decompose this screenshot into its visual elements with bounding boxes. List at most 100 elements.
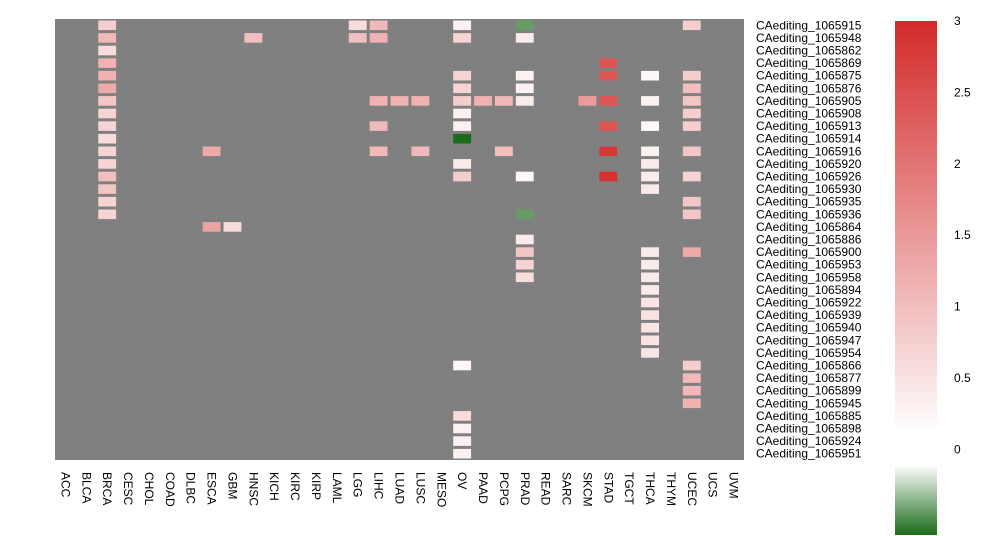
heatmap-cell-empty [327, 133, 346, 144]
heatmap-cell-empty [682, 259, 701, 270]
heatmap-cell-empty [599, 133, 618, 144]
heatmap-cell-empty [536, 423, 555, 434]
heatmap-cell-empty [77, 411, 96, 421]
heatmap-cell-empty [244, 322, 263, 333]
heatmap-cell-empty [703, 285, 722, 295]
heatmap-cell-empty [244, 411, 263, 421]
heatmap-cell-empty [557, 322, 576, 333]
column-label: READ [539, 472, 553, 506]
column-label: GBM [225, 472, 239, 499]
heatmap-cell-empty [557, 96, 576, 106]
legend-tick-label: 2 [954, 157, 961, 171]
heatmap-cell-empty [453, 285, 472, 295]
heatmap-cell-empty [620, 83, 639, 94]
heatmap-cell-empty [265, 448, 284, 459]
heatmap-cell-empty [119, 272, 138, 283]
heatmap-cell-empty [307, 360, 325, 371]
heatmap-cell-empty [578, 285, 597, 295]
heatmap-cell-empty [578, 20, 597, 31]
heatmap-cell-empty [265, 373, 284, 383]
heatmap-cell-empty [641, 209, 659, 220]
heatmap-cell-empty [536, 297, 555, 308]
heatmap-cell-stad-caediting_1065869 [599, 58, 618, 68]
heatmap-cell-empty [56, 285, 75, 295]
heatmap-cell-empty [474, 373, 492, 383]
heatmap-cell-empty [474, 285, 492, 295]
heatmap-cell-empty [390, 423, 409, 434]
heatmap-cell-empty [474, 411, 492, 421]
heatmap-cell-empty [661, 448, 680, 459]
heatmap-cell-empty [327, 20, 346, 31]
heatmap-cell-lihc-caediting_1065915 [369, 20, 388, 31]
heatmap-cell-empty [536, 171, 555, 182]
heatmap-cell-empty [140, 83, 158, 94]
heatmap-cell-empty [244, 96, 263, 106]
heatmap-cell-empty [202, 184, 221, 194]
heatmap-cell-empty [119, 209, 138, 220]
heatmap-cell-empty [286, 171, 305, 182]
heatmap-cell-empty [348, 96, 367, 106]
heatmap-cell-empty [724, 297, 743, 308]
heatmap-cell-empty [557, 360, 576, 371]
heatmap-cell-empty [244, 222, 263, 232]
heatmap-cell-empty [599, 234, 618, 245]
heatmap-cell-empty [223, 83, 242, 94]
heatmap-cell-empty [119, 159, 138, 169]
heatmap-cell-empty [265, 196, 284, 207]
heatmap-cell-empty [536, 348, 555, 358]
heatmap-cell-empty [369, 222, 388, 232]
heatmap-cell-empty [140, 146, 158, 157]
heatmap-cell-empty [682, 423, 701, 434]
heatmap-cell-empty [56, 259, 75, 270]
heatmap-cell-empty [119, 70, 138, 81]
heatmap-cell-empty [557, 159, 576, 169]
heatmap-cell-empty [223, 146, 242, 157]
heatmap-cell-empty [494, 209, 513, 220]
heatmap-cell-empty [265, 247, 284, 257]
heatmap-cell-empty [494, 348, 513, 358]
heatmap-cell-empty [474, 398, 492, 409]
heatmap-cell-empty [140, 58, 158, 68]
heatmap-cell-empty [160, 335, 179, 346]
heatmap-cell-empty [286, 259, 305, 270]
heatmap-cell-empty [369, 348, 388, 358]
heatmap-cell-empty [265, 108, 284, 119]
heatmap-cell-empty [56, 272, 75, 283]
heatmap-cell-empty [98, 411, 117, 421]
heatmap-cell-empty [641, 33, 659, 43]
heatmap-cell-empty [390, 322, 409, 333]
heatmap-cell-empty [536, 335, 555, 346]
heatmap-cell-empty [661, 96, 680, 106]
heatmap-cell-empty [327, 234, 346, 245]
heatmap-cell-empty [202, 70, 221, 81]
heatmap-cell-empty [307, 247, 325, 257]
heatmap-cell-empty [682, 411, 701, 421]
heatmap-cell-empty [620, 171, 639, 182]
heatmap-cell-ucec-caediting_1065936 [682, 209, 701, 220]
heatmap-cell-empty [369, 133, 388, 144]
heatmap-cell-empty [453, 385, 472, 396]
heatmap-cell-empty [703, 385, 722, 396]
heatmap-cell-empty [181, 310, 200, 320]
heatmap-cell-empty [390, 58, 409, 68]
heatmap-cell-empty [494, 272, 513, 283]
heatmap-cell-empty [474, 20, 492, 31]
heatmap-cell-empty [160, 259, 179, 270]
row-label: CAediting_1065940 [756, 321, 862, 335]
column-label: ESCA [205, 472, 219, 505]
heatmap-cell-thca-caediting_1065939 [641, 310, 659, 320]
heatmap-cell-empty [348, 297, 367, 308]
heatmap-cell-empty [724, 96, 743, 106]
heatmap-cell-empty [411, 360, 430, 371]
heatmap-cell-empty [140, 322, 158, 333]
heatmap-cell-empty [578, 373, 597, 383]
heatmap-cell-empty [411, 133, 430, 144]
heatmap-cell-empty [474, 297, 492, 308]
heatmap-cell-empty [56, 247, 75, 257]
heatmap-cell-empty [98, 348, 117, 358]
heatmap-cell-empty [265, 411, 284, 421]
heatmap-cell-empty [557, 348, 576, 358]
column-label: THYM [664, 472, 678, 506]
legend-tick-label: 1.5 [954, 228, 971, 242]
row-label: CAediting_1065936 [756, 207, 862, 221]
